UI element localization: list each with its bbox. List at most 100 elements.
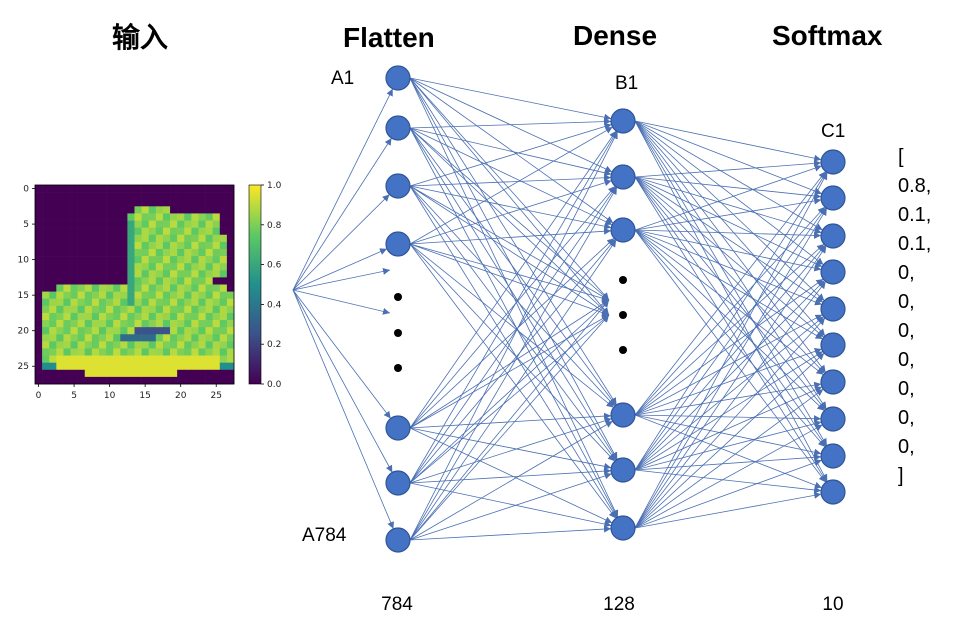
pixel <box>127 241 135 250</box>
pixel <box>148 227 157 236</box>
edge-dense-softmax <box>634 229 823 306</box>
colorbar-axis: 0.0 0.2 0.4 0.6 0.8 1.0 <box>261 181 282 390</box>
pixel <box>219 270 228 278</box>
pixel <box>120 248 128 257</box>
edge-input-flatten <box>292 137 392 291</box>
pixel <box>162 362 171 371</box>
pixel <box>148 185 157 193</box>
pixel <box>219 220 228 228</box>
pixel <box>98 369 107 378</box>
pixel <box>219 263 228 271</box>
pixel <box>84 185 93 193</box>
pixel <box>177 248 185 257</box>
pixel <box>42 305 50 314</box>
pixel <box>184 341 192 349</box>
pixel <box>212 248 221 257</box>
pixel <box>120 284 128 292</box>
edge-dense-softmax <box>634 176 827 447</box>
pixel <box>219 248 228 257</box>
pixel <box>141 227 150 236</box>
pixel <box>148 298 157 307</box>
pixel <box>49 270 57 278</box>
input-image-x-axis: 0 5 10 15 20 25 <box>36 384 222 401</box>
pixel <box>134 376 142 385</box>
pixel <box>162 220 171 228</box>
pixel <box>113 334 121 342</box>
pixel <box>91 256 100 264</box>
pixel <box>113 327 121 335</box>
edge-flatten-dense <box>409 77 617 406</box>
pixel <box>120 312 128 321</box>
pixel <box>42 241 50 250</box>
pixel <box>127 320 135 328</box>
pixel <box>148 284 157 292</box>
neurons <box>385 65 846 553</box>
pixel <box>56 277 64 285</box>
pixel <box>148 369 157 378</box>
pixel <box>113 277 121 285</box>
edge-dense-softmax <box>634 314 823 416</box>
pixel <box>198 305 206 314</box>
pixel <box>106 227 114 236</box>
pixel <box>219 348 228 356</box>
pixel <box>84 234 93 243</box>
edge-dense-softmax <box>634 172 828 529</box>
neuron-flatten-5 <box>385 470 411 496</box>
pixel <box>184 312 192 321</box>
pixel <box>198 312 206 321</box>
pixel <box>35 327 43 335</box>
pixel <box>219 312 228 321</box>
pixel <box>113 220 121 228</box>
pixel <box>35 334 43 342</box>
pixel <box>77 341 86 349</box>
pixel <box>91 192 100 200</box>
pixel <box>148 312 157 321</box>
pixel <box>148 277 157 285</box>
edge-input-flatten <box>292 88 394 291</box>
pixel <box>162 348 171 356</box>
pixel <box>170 334 178 342</box>
pixel <box>63 270 71 278</box>
pixel <box>106 185 114 193</box>
y-tick-label: 25 <box>18 362 29 372</box>
pixel <box>106 206 114 214</box>
pixel <box>148 376 157 385</box>
pixel <box>35 241 43 250</box>
edge-input-flatten <box>292 289 391 315</box>
pixel <box>148 263 157 271</box>
pixel <box>226 220 235 228</box>
pixel <box>84 227 93 236</box>
input-image-frame <box>34 184 235 385</box>
pixel <box>226 284 235 292</box>
pixel <box>134 305 142 314</box>
pixel <box>170 320 178 328</box>
pixel <box>63 327 71 335</box>
edge-flatten-dense <box>409 299 610 429</box>
pixel <box>91 327 100 335</box>
pixel <box>84 298 93 307</box>
pixel <box>70 213 78 221</box>
output-value-8: 0, <box>898 407 915 429</box>
pixel <box>42 348 50 356</box>
pixel <box>113 248 121 257</box>
pixel <box>198 327 206 335</box>
edge-dense-softmax <box>634 229 824 376</box>
pixel <box>162 234 171 243</box>
pixel <box>155 312 164 321</box>
pixel <box>35 298 43 307</box>
pixel <box>56 284 64 292</box>
pixel <box>113 199 121 207</box>
pixel <box>226 206 235 214</box>
pixel <box>113 348 121 356</box>
pixel <box>212 348 221 356</box>
pixel <box>35 256 43 264</box>
pixel <box>127 298 135 307</box>
pixel <box>120 291 128 300</box>
pixel <box>56 341 64 349</box>
pixel <box>127 220 135 228</box>
pixel <box>49 227 57 236</box>
pixel <box>113 355 121 363</box>
pixel <box>63 234 71 243</box>
